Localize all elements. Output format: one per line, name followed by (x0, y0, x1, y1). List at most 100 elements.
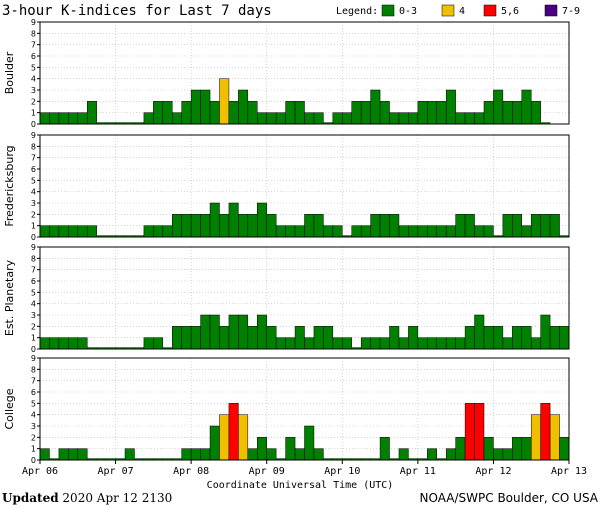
k-bar (219, 326, 230, 350)
k-bar (398, 337, 409, 350)
k-bar (436, 337, 447, 350)
k-bar (266, 214, 277, 238)
k-bar (351, 225, 362, 238)
k-bar (370, 337, 381, 350)
k-bar (549, 414, 560, 461)
k-bar (181, 101, 192, 125)
k-bar (266, 112, 277, 125)
k-bar (360, 337, 371, 350)
k-bar (153, 337, 164, 350)
y-tick-label: 0 (31, 456, 36, 465)
y-tick-label: 6 (31, 165, 36, 174)
k-bar (285, 337, 296, 350)
x-tick-label: Apr 06 (22, 466, 58, 477)
y-tick-label: 2 (31, 97, 36, 106)
k-bar (521, 326, 532, 350)
k-bar (58, 337, 69, 350)
k-bar (512, 437, 523, 461)
k-bar (417, 337, 428, 350)
y-tick-label: 2 (31, 433, 36, 442)
panels: Boulder 0 1 2 3 4 5 6 7 8 9 Fredericksburg 0 1 2 3 4 5 6 7 8… (3, 18, 587, 477)
panel-label: College (3, 388, 16, 429)
k-bar (209, 314, 220, 350)
k-bar (427, 448, 437, 461)
k-bar (455, 112, 466, 125)
k-bar (436, 225, 447, 238)
y-tick-label: 0 (31, 233, 36, 242)
k-bar (445, 89, 456, 125)
k-bar (257, 112, 267, 125)
y-tick-label: 6 (31, 388, 36, 397)
k-bar (68, 112, 79, 125)
k-bar (294, 326, 305, 350)
k-bar (323, 225, 334, 238)
k-bar (313, 326, 324, 350)
k-bar (153, 225, 164, 238)
y-tick-label: 7 (31, 154, 36, 163)
k-bar (153, 101, 164, 125)
k-bar (58, 112, 69, 125)
k-bar (200, 89, 211, 125)
y-tick-label: 7 (31, 266, 36, 275)
k-bar (143, 225, 154, 238)
k-bar (49, 337, 60, 350)
k-bar (275, 225, 286, 238)
y-tick-label: 0 (31, 120, 36, 129)
panel-frame (39, 246, 570, 350)
x-tick-label: Apr 07 (98, 466, 134, 477)
k-bar (502, 101, 513, 125)
y-tick-label: 3 (31, 311, 36, 320)
k-bar (304, 112, 315, 125)
legend-swatch-green (381, 4, 395, 17)
k-bar (379, 101, 390, 125)
panel-frame (39, 134, 570, 238)
k-bar (181, 448, 192, 461)
k-bar (408, 326, 419, 350)
k-bar (190, 326, 201, 350)
k-bar (512, 101, 523, 125)
k-bar (304, 425, 315, 461)
k-bar (238, 314, 249, 350)
k-bar (332, 225, 343, 238)
k-bar (427, 337, 437, 350)
k-bar (275, 337, 286, 350)
legend-label-0-3: 0-3 (399, 6, 417, 17)
k-bar (77, 337, 88, 350)
k-bar (483, 326, 494, 350)
k-bar (209, 202, 220, 238)
k-bar (238, 414, 249, 461)
k-bar (474, 112, 485, 125)
panel-2: Est. Planetary 0 1 2 3 4 5 6 7 8 9 (3, 243, 570, 354)
y-tick-label: 9 (31, 243, 36, 252)
k-bar (294, 101, 305, 125)
k-bar (417, 101, 428, 125)
k-bar (200, 314, 211, 350)
x-axis-label: Coordinate Universal Time (UTC) (207, 480, 394, 490)
k-bar (266, 326, 277, 350)
y-tick-label: 1 (31, 445, 36, 454)
y-tick-label: 3 (31, 86, 36, 95)
k-bar (181, 214, 192, 238)
k-bar (294, 448, 305, 461)
y-tick-label: 9 (31, 354, 36, 363)
k-bar (530, 101, 541, 125)
k-bar (530, 414, 541, 461)
k-bar (455, 214, 466, 238)
k-bar (502, 214, 513, 238)
k-bar (238, 214, 249, 238)
k-bar (530, 337, 541, 350)
k-bar (266, 448, 277, 461)
k-bar (408, 112, 419, 125)
k-bar (483, 225, 494, 238)
k-bar (238, 89, 249, 125)
k-bar (455, 337, 466, 350)
k-bar (257, 202, 267, 238)
x-tick-label: Apr 10 (324, 466, 360, 477)
y-tick-label: 9 (31, 131, 36, 140)
y-tick-label: 3 (31, 199, 36, 208)
k-bar (521, 225, 532, 238)
k-bar (540, 314, 551, 350)
x-tick-label: Apr 08 (173, 466, 209, 477)
k-bar (190, 89, 201, 125)
updated-label: Updated (2, 491, 59, 505)
